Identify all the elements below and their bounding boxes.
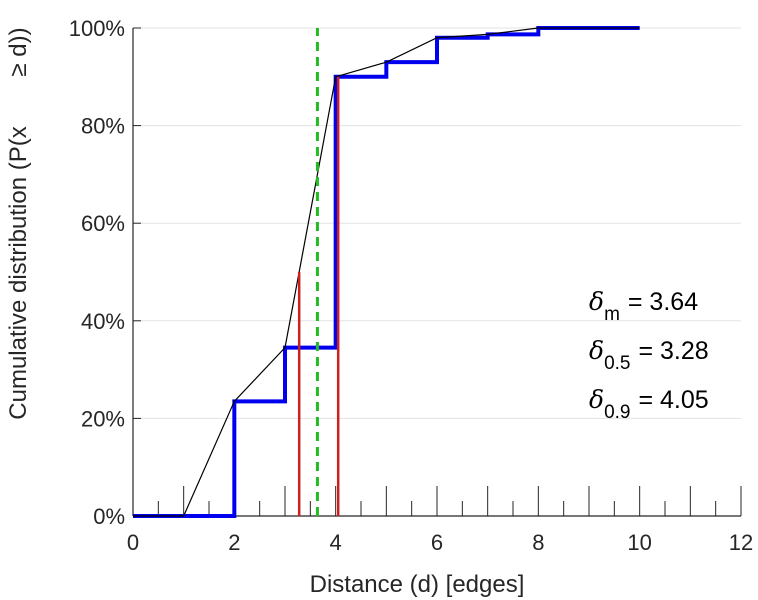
x-tick-label: 0	[127, 530, 139, 555]
x-tick-label: 2	[228, 530, 240, 555]
x-axis-title: Distance (d) [edges]	[310, 571, 525, 598]
x-tick-label: 10	[627, 530, 651, 555]
y-axis-title-tail: ≥ d))	[5, 27, 32, 76]
line-series	[133, 27, 640, 517]
axes: 0% 20% 40% 60% 80% 100% 0 2 4 6 8 10 12	[69, 16, 754, 555]
y-tick-label: 60%	[81, 211, 125, 236]
annotation-2: δ0.9 = 4.05	[589, 385, 709, 423]
annotation-1: δ0.5 = 3.28	[589, 336, 709, 374]
statistics-annotations: δm = 3.64 δ0.5 = 3.28 δ0.9 = 4.05	[589, 287, 709, 423]
y-tick-label: 80%	[81, 114, 125, 139]
y-tick-label: 100%	[69, 16, 125, 41]
x-tick-label: 12	[729, 530, 753, 555]
annotation-0: δm = 3.64	[589, 287, 698, 325]
grid-lines	[133, 27, 741, 419]
y-axis-title: Cumulative distribution (P(x	[5, 126, 32, 419]
y-tick-label: 40%	[81, 309, 125, 334]
x-tick-label: 6	[431, 530, 443, 555]
x-tick-label: 8	[532, 530, 544, 555]
x-tick-label: 4	[330, 530, 342, 555]
step-series	[133, 26, 640, 518]
plot-area	[133, 26, 640, 518]
y-tick-label: 20%	[81, 406, 125, 431]
y-tick-label: 0%	[93, 504, 125, 529]
